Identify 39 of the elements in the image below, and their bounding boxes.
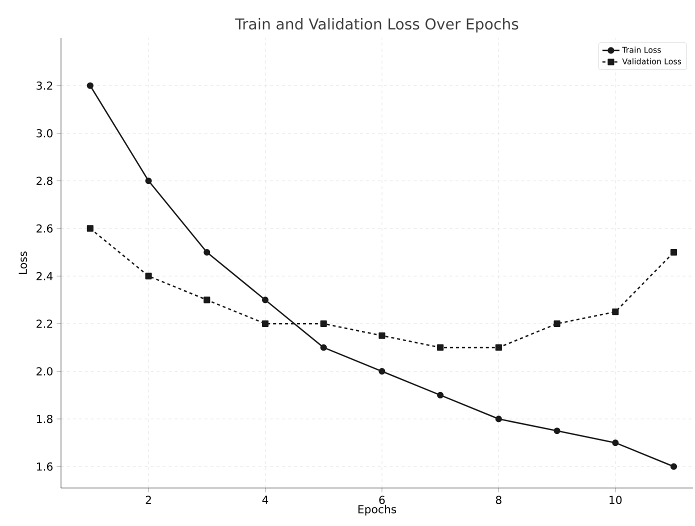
point xyxy=(437,344,444,351)
y-tick-label: 3.0 xyxy=(36,129,52,138)
x-tick-label: 2 xyxy=(146,496,151,504)
point xyxy=(495,344,502,351)
point xyxy=(262,320,269,328)
x-tick-label: 4 xyxy=(262,496,268,504)
x-tick-label: 10 xyxy=(610,496,622,504)
y-tick-label: 2.6 xyxy=(36,224,53,233)
y-tick-label: 3.2 xyxy=(36,81,52,90)
point xyxy=(495,416,502,422)
point xyxy=(145,272,152,280)
point xyxy=(145,178,152,184)
point xyxy=(554,320,560,328)
x-tick-label: 8 xyxy=(496,496,502,504)
y-tick-label: 2.8 xyxy=(36,176,52,185)
x-tick-label: 6 xyxy=(379,496,385,504)
point xyxy=(670,463,678,470)
point xyxy=(320,344,327,351)
point xyxy=(204,248,210,256)
point xyxy=(554,428,560,434)
point xyxy=(378,332,386,339)
point xyxy=(612,308,619,316)
point xyxy=(378,368,386,375)
point xyxy=(86,225,94,232)
point xyxy=(612,439,619,446)
y-tick-label: 1.8 xyxy=(37,414,52,424)
y-tick-label: 2.2 xyxy=(36,320,52,328)
point xyxy=(204,296,210,304)
y-tick-label: 1.6 xyxy=(37,462,53,471)
y-axis-title: Loss xyxy=(18,252,27,274)
y-tick-label: 2.4 xyxy=(36,272,53,280)
point xyxy=(262,296,269,304)
point xyxy=(320,320,327,328)
point xyxy=(437,392,444,398)
chart-title: Train and Validation Loss Over Epochs xyxy=(235,18,518,32)
point xyxy=(670,248,678,256)
y-tick-label: 2.0 xyxy=(36,367,52,376)
point xyxy=(86,82,94,89)
x-axis-title: Epochs xyxy=(358,504,396,516)
